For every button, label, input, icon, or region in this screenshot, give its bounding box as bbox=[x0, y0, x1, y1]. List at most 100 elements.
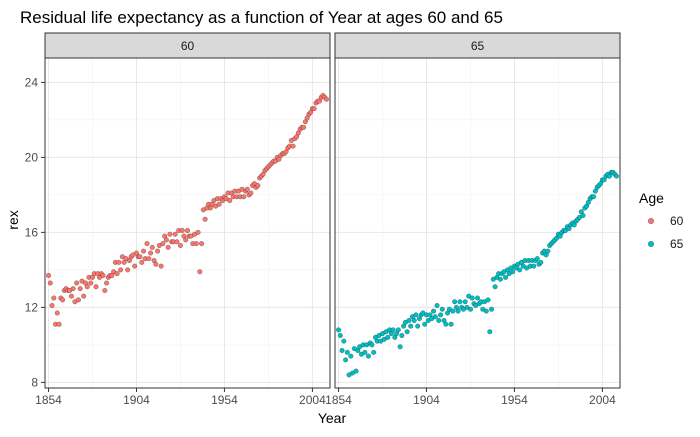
data-point bbox=[613, 173, 620, 179]
x-tick-label: 1854 bbox=[35, 393, 62, 407]
data-point bbox=[341, 338, 347, 344]
data-point bbox=[88, 280, 94, 286]
data-point bbox=[255, 182, 261, 189]
panel-border-60 bbox=[44, 57, 331, 389]
data-point bbox=[439, 306, 445, 312]
data-point bbox=[517, 267, 523, 273]
data-point bbox=[538, 259, 544, 265]
panel-60: 60 bbox=[44, 32, 331, 389]
chart-title: Residual life expectancy as a function o… bbox=[20, 8, 503, 27]
x-tick-label: 1904 bbox=[413, 393, 440, 407]
data-point bbox=[290, 143, 296, 149]
data-point bbox=[510, 269, 516, 275]
data-point bbox=[47, 280, 53, 286]
x-axis-ticks: 1854 1904 1954 2004 1854 1904 1954 2004 bbox=[35, 388, 616, 407]
data-point bbox=[158, 263, 164, 269]
data-point bbox=[415, 323, 421, 329]
data-point bbox=[371, 349, 377, 355]
x-axis-label: Year bbox=[318, 410, 347, 426]
data-point bbox=[457, 299, 463, 305]
data-point bbox=[487, 329, 493, 335]
data-point bbox=[241, 194, 247, 200]
data-point bbox=[455, 308, 461, 314]
data-point bbox=[163, 237, 169, 243]
data-point bbox=[413, 312, 419, 318]
data-point bbox=[93, 284, 99, 290]
x-tick-label: 2004 bbox=[299, 393, 326, 407]
data-point bbox=[390, 327, 396, 333]
data-point bbox=[146, 256, 152, 262]
data-point bbox=[580, 212, 586, 219]
points-65 bbox=[335, 169, 620, 378]
data-point bbox=[301, 124, 307, 130]
data-point bbox=[155, 248, 161, 254]
data-point bbox=[199, 241, 205, 247]
data-point bbox=[497, 276, 503, 282]
data-point bbox=[184, 227, 191, 234]
panel-65: 65 bbox=[334, 32, 621, 389]
data-point bbox=[362, 349, 368, 355]
data-point bbox=[436, 317, 442, 324]
panel-background bbox=[45, 58, 330, 388]
data-point bbox=[531, 263, 537, 269]
data-point bbox=[153, 261, 159, 267]
data-point bbox=[545, 248, 551, 254]
data-point bbox=[227, 197, 233, 204]
y-tick-label: 16 bbox=[25, 225, 39, 239]
data-point bbox=[385, 334, 391, 340]
y-tick-label: 20 bbox=[25, 150, 39, 164]
panel-strip-label-60: 60 bbox=[181, 39, 195, 53]
data-point bbox=[591, 194, 597, 200]
x-tick-label: 2004 bbox=[589, 393, 616, 407]
data-point bbox=[467, 306, 474, 312]
data-point bbox=[74, 280, 80, 286]
data-point bbox=[399, 332, 405, 339]
data-point bbox=[139, 259, 145, 265]
data-point bbox=[84, 284, 90, 290]
data-point bbox=[140, 248, 147, 254]
data-point bbox=[165, 244, 171, 250]
data-point bbox=[244, 186, 250, 192]
data-point bbox=[177, 242, 184, 249]
data-point bbox=[137, 254, 143, 260]
data-point bbox=[344, 349, 350, 355]
data-point bbox=[492, 284, 498, 290]
data-point bbox=[60, 297, 66, 303]
data-point bbox=[485, 297, 491, 303]
data-point bbox=[172, 231, 178, 237]
data-point bbox=[462, 299, 468, 305]
data-point bbox=[56, 321, 62, 327]
legend-title: Age bbox=[639, 190, 664, 206]
data-point bbox=[179, 227, 185, 234]
data-point bbox=[534, 256, 540, 262]
data-point bbox=[430, 308, 437, 314]
data-point bbox=[149, 244, 155, 250]
data-point bbox=[469, 295, 475, 301]
legend-key bbox=[647, 217, 655, 225]
data-point bbox=[45, 272, 52, 279]
legend: Age 60 65 bbox=[639, 190, 684, 251]
data-point bbox=[408, 323, 414, 329]
y-axis-ticks: 8 12 16 20 24 bbox=[25, 75, 45, 389]
x-tick-label: 1954 bbox=[211, 393, 238, 407]
data-point bbox=[343, 357, 349, 363]
data-point bbox=[339, 347, 345, 354]
data-point bbox=[116, 259, 122, 265]
data-point bbox=[411, 317, 417, 324]
data-point bbox=[422, 321, 428, 327]
data-point bbox=[197, 269, 203, 275]
data-point bbox=[118, 267, 124, 273]
data-point bbox=[195, 229, 201, 235]
grid-60 bbox=[45, 58, 330, 388]
data-point bbox=[102, 287, 108, 294]
x-tick-label: 1904 bbox=[123, 393, 150, 407]
data-point bbox=[193, 241, 199, 247]
data-point bbox=[68, 293, 74, 299]
data-point bbox=[81, 293, 87, 299]
data-point bbox=[174, 239, 180, 245]
data-point bbox=[183, 237, 189, 243]
x-tick-label: 1954 bbox=[501, 393, 528, 407]
x-tick-label: 1854 bbox=[325, 393, 352, 407]
data-point bbox=[353, 368, 359, 374]
